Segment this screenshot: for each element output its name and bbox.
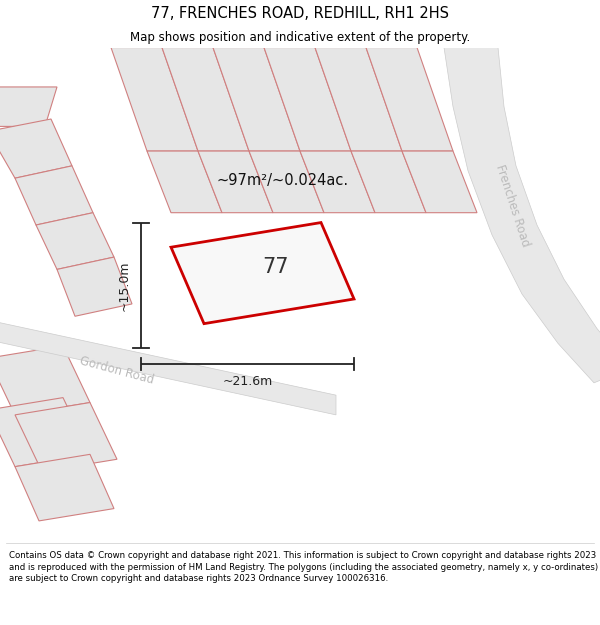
Polygon shape bbox=[36, 213, 114, 269]
Polygon shape bbox=[351, 151, 426, 213]
Polygon shape bbox=[402, 151, 477, 213]
Text: 77: 77 bbox=[263, 257, 289, 277]
Polygon shape bbox=[0, 87, 57, 126]
Text: ~15.0m: ~15.0m bbox=[117, 260, 130, 311]
Polygon shape bbox=[213, 48, 300, 151]
Text: Map shows position and indicative extent of the property.: Map shows position and indicative extent… bbox=[130, 31, 470, 44]
Text: 77, FRENCHES ROAD, REDHILL, RH1 2HS: 77, FRENCHES ROAD, REDHILL, RH1 2HS bbox=[151, 6, 449, 21]
Polygon shape bbox=[198, 151, 273, 213]
Polygon shape bbox=[57, 257, 132, 316]
Text: ~97m²/~0.024ac.: ~97m²/~0.024ac. bbox=[216, 173, 348, 188]
Polygon shape bbox=[366, 48, 453, 151]
Text: Contains OS data © Crown copyright and database right 2021. This information is : Contains OS data © Crown copyright and d… bbox=[9, 551, 598, 583]
Polygon shape bbox=[15, 166, 93, 225]
Polygon shape bbox=[0, 346, 90, 415]
Polygon shape bbox=[300, 151, 375, 213]
Polygon shape bbox=[171, 222, 354, 324]
Polygon shape bbox=[15, 454, 114, 521]
Polygon shape bbox=[15, 402, 117, 472]
Polygon shape bbox=[249, 151, 324, 213]
Text: ~21.6m: ~21.6m bbox=[223, 375, 272, 388]
Polygon shape bbox=[444, 48, 600, 383]
Polygon shape bbox=[0, 398, 90, 467]
Text: Gordon Road: Gordon Road bbox=[79, 354, 155, 387]
Polygon shape bbox=[315, 48, 402, 151]
Polygon shape bbox=[0, 316, 336, 415]
Polygon shape bbox=[162, 48, 249, 151]
Polygon shape bbox=[111, 48, 198, 151]
Polygon shape bbox=[147, 151, 222, 213]
Text: Frenches Road: Frenches Road bbox=[494, 162, 532, 248]
Polygon shape bbox=[0, 119, 72, 178]
Polygon shape bbox=[264, 48, 351, 151]
